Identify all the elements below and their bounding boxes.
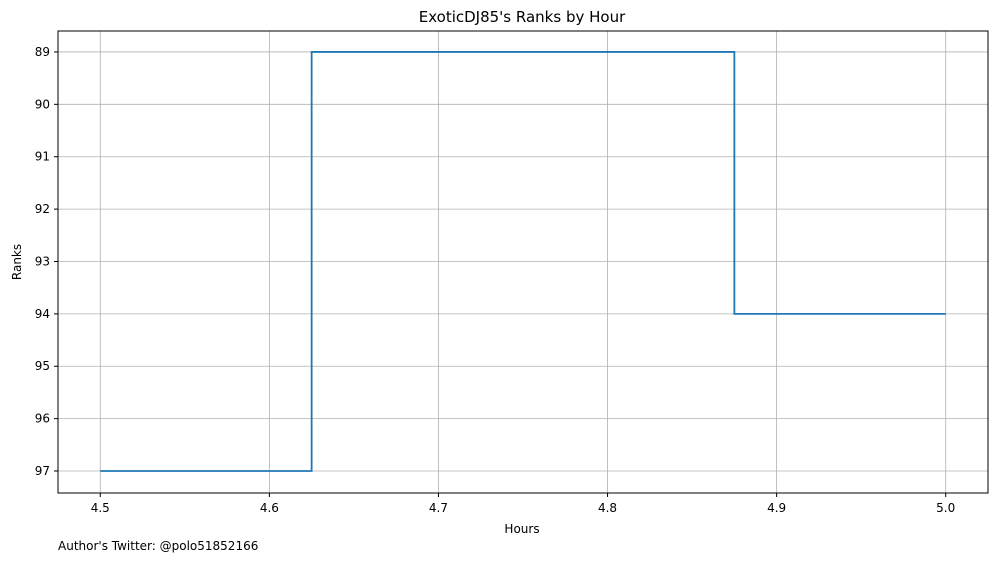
author-footnote: Author's Twitter: @polo51852166 (58, 539, 258, 553)
y-tick-label: 89 (35, 45, 50, 59)
y-tick-label: 96 (35, 412, 50, 426)
y-tick-label: 95 (35, 359, 50, 373)
x-tick-label: 4.6 (260, 501, 279, 515)
y-tick-label: 97 (35, 464, 50, 478)
x-axis-ticks: 4.5 4.6 4.7 4.8 4.9 5.0 (91, 493, 955, 515)
grid-lines (58, 31, 988, 493)
x-tick-label: 4.8 (598, 501, 617, 515)
y-tick-label: 94 (35, 307, 50, 321)
x-tick-label: 4.7 (429, 501, 448, 515)
x-tick-label: 4.9 (767, 501, 786, 515)
y-axis-ticks: 89 90 91 92 93 94 95 96 97 (35, 45, 58, 478)
y-tick-label: 93 (35, 254, 50, 268)
x-tick-label: 5.0 (936, 501, 955, 515)
chart-title: ExoticDJ85's Ranks by Hour (419, 8, 626, 26)
y-tick-label: 90 (35, 97, 50, 111)
y-tick-label: 91 (35, 150, 50, 164)
series-layer (100, 51, 946, 472)
rank-series-line (100, 51, 946, 472)
y-tick-label: 92 (35, 202, 50, 216)
plot-area-frame (57, 30, 989, 494)
y-axis-label: Ranks (10, 244, 24, 280)
x-tick-label: 4.5 (91, 501, 110, 515)
x-axis-label: Hours (504, 522, 539, 536)
